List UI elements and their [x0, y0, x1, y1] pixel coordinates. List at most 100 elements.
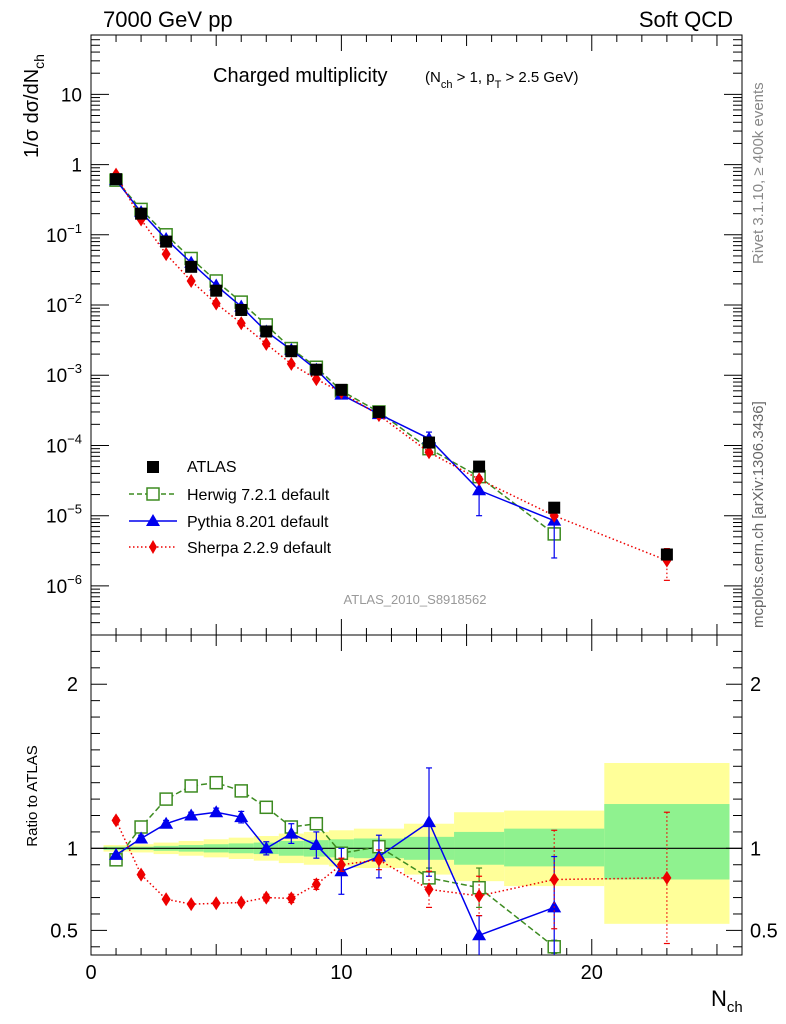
y-tick-label: 10−2 — [46, 291, 82, 317]
y-tick-label: 10−3 — [46, 361, 82, 387]
legend-entry-pythia: Pythia 8.201 default — [129, 514, 329, 531]
main-y-axis-label: 1/σ dσ/dNch — [21, 54, 47, 158]
ratio-sherpa-point — [186, 897, 196, 912]
ratio-sherpa-point — [261, 890, 271, 905]
y-tick-label: 1 — [67, 838, 78, 860]
ratio-y-axis-label: Ratio to ATLAS — [24, 745, 41, 846]
ratio-sherpa-point — [211, 896, 221, 911]
ratio-herwig-point — [309, 816, 324, 831]
y-tick-label: 0.5 — [750, 920, 778, 942]
y-tick-label: 2 — [750, 674, 761, 696]
ratio-sherpa-point — [311, 877, 321, 892]
header-energy-label: 7000 GeV pp — [103, 7, 233, 32]
y-tick-label: 2 — [67, 674, 78, 696]
x-tick-label: 0 — [85, 962, 96, 984]
svg-text:ATLAS: ATLAS — [187, 459, 237, 476]
ratio-sherpa-point — [662, 870, 672, 885]
main-pythia-point — [472, 483, 487, 496]
ratio-pythia-point — [159, 816, 174, 829]
legend-entry-herwig: Herwig 7.2.1 default — [129, 487, 330, 504]
y-tick-label: 10 — [61, 85, 82, 106]
main-sherpa-point — [236, 316, 246, 331]
ratio-herwig-point — [184, 779, 198, 793]
ratio-sherpa-point — [336, 857, 346, 872]
y-tick-label: 0.5 — [50, 920, 78, 942]
ratio-herwig-point — [159, 792, 173, 806]
ratio-sherpa-point — [161, 892, 171, 907]
main-atlas-point — [335, 383, 348, 396]
main-sherpa-point — [161, 247, 171, 262]
ratio-pythia-point — [472, 928, 487, 941]
main-atlas-point — [285, 345, 298, 358]
ratio-pythia-point — [134, 831, 149, 844]
mcplots-source-label: mcplots.cern.ch [arXiv:1306.3436] — [750, 401, 767, 628]
svg-text:Sherpa 2.2.9 default: Sherpa 2.2.9 default — [187, 540, 332, 557]
ratio-sherpa-point — [374, 852, 384, 867]
ratio-sherpa-point — [549, 872, 559, 887]
x-axis-label: Nch — [711, 986, 743, 1016]
main-sherpa-point — [211, 296, 221, 311]
main-atlas-point — [210, 284, 223, 297]
ratio-sherpa-point — [424, 882, 434, 897]
main-atlas-point — [548, 501, 561, 514]
ratio-herwig-point — [134, 820, 148, 834]
main-atlas-point — [110, 173, 123, 186]
main-atlas-point — [260, 325, 273, 338]
legend-entry-atlas: ATLAS — [147, 459, 237, 476]
ratio-pythia-point — [259, 841, 274, 854]
main-sherpa-point — [474, 472, 484, 487]
rivet-version-label: Rivet 3.1.10, ≥ 400k events — [750, 82, 767, 264]
main-title-text: Charged multiplicity — [213, 65, 388, 87]
main-sherpa-point — [424, 445, 434, 460]
ratio-herwig-point — [259, 800, 274, 815]
ratio-pythia-point — [184, 808, 199, 821]
ratio-herwig-point — [234, 784, 248, 798]
main-sherpa-point — [261, 336, 271, 351]
y-tick-label: 10−4 — [46, 431, 82, 457]
main-atlas-point — [160, 235, 173, 248]
y-tick-label: 1 — [750, 838, 761, 860]
ratio-pythia-point — [209, 805, 224, 818]
ratio-pythia-point — [422, 815, 437, 828]
legend: ATLAS Herwig 7.2.1 default Pythia 8.201 … — [129, 459, 332, 557]
ratio-sherpa-point — [136, 867, 146, 882]
ratio-sherpa-point — [286, 891, 296, 906]
header-process-label: Soft QCD — [639, 7, 733, 32]
main-atlas-point — [235, 303, 248, 316]
y-tick-label: 10−5 — [46, 502, 82, 528]
main-atlas-point — [660, 548, 673, 561]
main-atlas-point — [135, 207, 148, 220]
main-atlas-point — [185, 260, 198, 273]
ratio-herwig-point — [209, 775, 223, 790]
ratio-pythia-point — [109, 847, 124, 860]
main-title: Charged multiplicity — [213, 65, 388, 87]
ratio-pythia-point — [284, 826, 299, 839]
main-atlas-point — [473, 460, 486, 473]
ratio-sherpa-point — [474, 888, 484, 903]
svg-text:Pythia 8.201 default: Pythia 8.201 default — [187, 514, 329, 531]
ratio-sherpa-point — [236, 895, 246, 910]
y-tick-label: 10−1 — [46, 221, 82, 247]
ratio-pythia-point — [234, 810, 249, 823]
stat-band — [604, 804, 730, 880]
legend-entry-sherpa: Sherpa 2.2.9 default — [129, 540, 332, 557]
main-atlas-point — [310, 363, 323, 376]
main-sherpa-point — [286, 356, 296, 371]
main-pythia-line — [115, 179, 555, 522]
main-sherpa-point — [186, 273, 196, 288]
main-atlas-point — [372, 405, 385, 418]
main-panel: 10−6 10−5 10−4 10−3 10−2 10−1 1 10 — [46, 34, 743, 636]
main-atlas-point — [423, 436, 436, 449]
x-tick-label: 20 — [581, 962, 603, 984]
main-title-cuts: (Nch > 1, pT > 2.5 GeV) — [425, 69, 578, 91]
ratio-pythia-line — [115, 811, 555, 937]
x-tick-label: 10 — [330, 962, 352, 984]
main-herwig-line — [115, 179, 555, 535]
analysis-id-label: ATLAS_2010_S8918562 — [344, 592, 487, 607]
ratio-pythia-point — [309, 838, 324, 851]
y-tick-label: 1 — [71, 156, 82, 177]
ratio-panel: 0 10 20 0.5 0.5 1 1 2 2 — [50, 634, 778, 984]
y-tick-label: 10−6 — [46, 572, 82, 598]
ratio-sherpa-point — [111, 813, 121, 828]
